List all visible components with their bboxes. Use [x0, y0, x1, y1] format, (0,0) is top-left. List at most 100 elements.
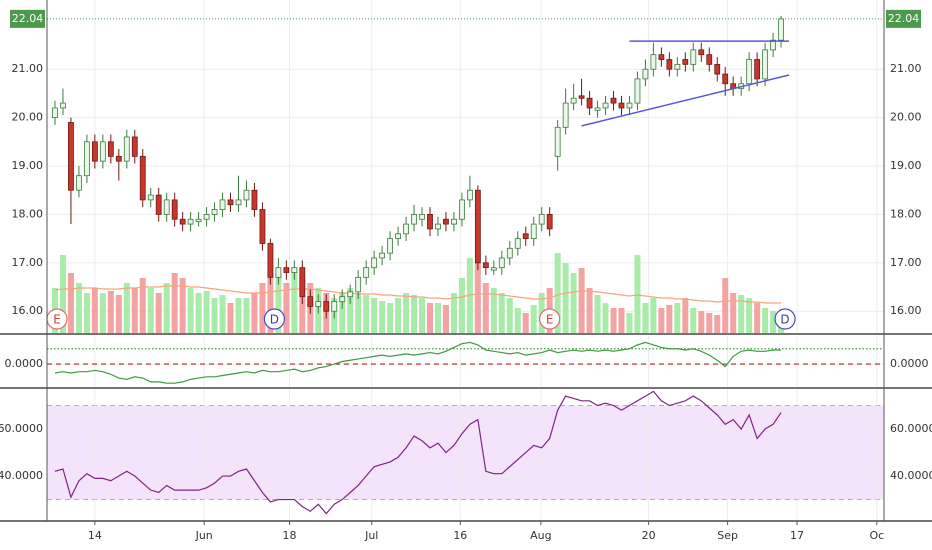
candle-body [227, 199, 234, 206]
candle-body [147, 194, 154, 201]
candle-body [570, 97, 577, 104]
volume-bar [67, 273, 74, 333]
y-tick-label: 40.0000 [890, 469, 932, 482]
volume-bar [163, 283, 170, 333]
candle-body [451, 218, 457, 225]
candle-body [395, 233, 401, 240]
volume-bar [299, 278, 306, 333]
volume-bar [131, 288, 138, 333]
volume-bar [714, 315, 721, 333]
y-tick-label: 17.00 [890, 256, 922, 269]
y-tick-label: 0.0000 [5, 357, 44, 370]
event-label: D [780, 313, 789, 327]
indicator-line [54, 341, 782, 384]
volume-bar [259, 283, 266, 333]
volume-bar [203, 291, 210, 333]
volume-bar [235, 298, 242, 333]
candle-body [91, 141, 98, 162]
event-marker [774, 308, 796, 330]
volume-bar [442, 305, 449, 333]
volume-bar [482, 283, 489, 333]
volume-bar [682, 298, 689, 333]
candle-body [419, 214, 425, 220]
volume-bar [578, 268, 585, 333]
x-tick-label: 16 [453, 529, 467, 542]
volume-bar [762, 308, 769, 333]
candle-body [283, 267, 290, 273]
event-marker [263, 308, 286, 330]
volume-bar [211, 298, 218, 333]
candle-body [219, 199, 226, 210]
volume-bar [339, 293, 346, 333]
candle-body [387, 238, 393, 254]
volume-bar [251, 293, 258, 333]
candle-body [403, 223, 409, 235]
indicator-line [54, 390, 782, 515]
volume-bar [618, 308, 625, 333]
y-tick-label: 16.00 [12, 304, 44, 317]
candle-body [123, 136, 130, 162]
volume-bar [450, 293, 457, 333]
candle-body [171, 199, 178, 220]
volume-bar [283, 283, 290, 333]
candle-body [650, 54, 657, 70]
candle-body [107, 141, 114, 157]
event-marker [539, 308, 561, 330]
candle-body [762, 49, 769, 80]
volume-bar [754, 303, 761, 333]
volume-bar [586, 288, 593, 333]
volume-bar [530, 305, 537, 333]
volume-bar [626, 313, 633, 333]
candle-body [754, 59, 761, 80]
candle-body [602, 102, 609, 109]
y-tick-label: 17.00 [12, 256, 44, 269]
volume-bar [426, 303, 433, 333]
volume-bar [650, 298, 657, 333]
candle-body [506, 247, 513, 259]
volume-bar [403, 293, 410, 333]
volume-bar [379, 301, 386, 333]
volume-bar [187, 288, 194, 333]
y-tick-label: 21.00 [12, 62, 44, 75]
candle-body [315, 301, 322, 307]
volume-bar [347, 288, 354, 333]
volume-bar [419, 298, 426, 333]
volume-bar [91, 288, 98, 333]
volume-bar [562, 263, 569, 333]
y-tick-label: 19.00 [890, 159, 922, 172]
volume-bar [123, 283, 130, 333]
candle-body [443, 218, 449, 225]
candle-body [706, 54, 713, 65]
candle-body [155, 194, 162, 215]
volume-bar [179, 278, 186, 333]
volume-bar [722, 278, 729, 333]
candle-body [187, 218, 194, 225]
y-tick-label: 20.00 [12, 111, 44, 124]
x-tick-label: 18 [283, 529, 297, 542]
x-tick-label: Aug [530, 529, 551, 542]
y-tick-label: 18.00 [12, 207, 44, 220]
x-tick-label: Oc [869, 529, 884, 542]
volume-bar [698, 311, 705, 333]
volume-bar [610, 308, 617, 333]
volume-bar [522, 313, 529, 333]
event-label: E [546, 313, 554, 327]
candle-body [586, 97, 593, 109]
volume-bar [147, 288, 154, 333]
volume-bar [355, 293, 362, 333]
candle-body [291, 267, 298, 273]
volume-bar [554, 253, 561, 333]
candle-body [594, 107, 601, 111]
candle-body [411, 214, 417, 225]
candle-body [722, 73, 729, 85]
candle-body [163, 199, 170, 215]
candle-body [770, 39, 776, 51]
volume-bar [227, 303, 234, 333]
candle-body [307, 296, 314, 307]
candle-body [76, 175, 82, 191]
candle-body [554, 126, 561, 157]
volume-bar [171, 273, 178, 333]
volume-bar [99, 293, 106, 333]
candle-body [466, 189, 473, 201]
